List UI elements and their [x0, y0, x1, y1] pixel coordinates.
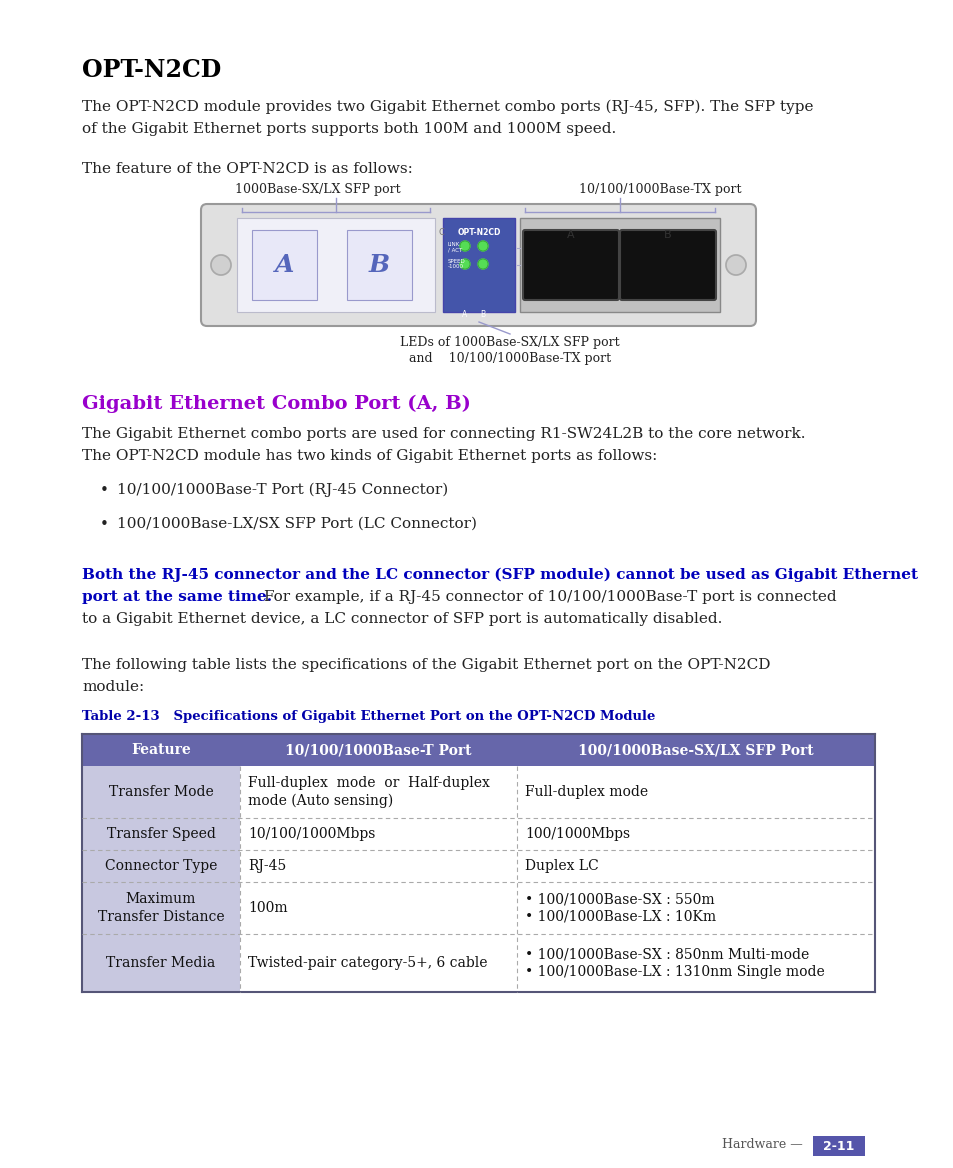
Text: The feature of the OPT-N2CD is as follows:: The feature of the OPT-N2CD is as follow…: [82, 162, 413, 176]
Circle shape: [459, 259, 470, 269]
Text: A: A: [567, 230, 575, 239]
Bar: [517, 766, 874, 818]
Text: • 100/1000Base-SX : 850nm Multi-mode
• 100/1000Base-LX : 1310nm Single mode: • 100/1000Base-SX : 850nm Multi-mode • 1…: [524, 947, 824, 979]
Text: Transfer Media: Transfer Media: [107, 955, 215, 969]
Bar: [240, 934, 517, 992]
Text: and    10/100/1000Base-TX port: and 10/100/1000Base-TX port: [409, 352, 611, 364]
Bar: [240, 850, 517, 882]
Text: 100m: 100m: [248, 901, 287, 915]
Bar: [82, 882, 240, 934]
Text: of the Gigabit Ethernet ports supports both 100M and 1000M speed.: of the Gigabit Ethernet ports supports b…: [82, 121, 616, 135]
Text: Both the RJ-45 connector and the LC connector (SFP module) cannot be used as Gig: Both the RJ-45 connector and the LC conn…: [82, 568, 917, 583]
Text: 2-11: 2-11: [822, 1140, 854, 1153]
Text: B: B: [369, 253, 390, 277]
Bar: [519, 218, 720, 312]
Text: A: A: [274, 253, 294, 277]
Text: Gigabit Ethernet Combo Port (A, B): Gigabit Ethernet Combo Port (A, B): [82, 395, 471, 413]
Text: module:: module:: [82, 680, 144, 694]
Bar: [812, 1136, 864, 1156]
Circle shape: [459, 241, 470, 251]
Text: LINK
/ ACT: LINK / ACT: [448, 242, 462, 252]
Text: • 100/1000Base-SX : 550m
• 100/1000Base-LX : 10Km: • 100/1000Base-SX : 550m • 100/1000Base-…: [524, 892, 716, 924]
Text: SPEED
-1000: SPEED -1000: [448, 259, 465, 270]
Text: Maximum
Transfer Distance: Maximum Transfer Distance: [97, 892, 224, 924]
Circle shape: [477, 241, 488, 251]
Text: For example, if a RJ-45 connector of 10/100/1000Base-T port is connected: For example, if a RJ-45 connector of 10/…: [264, 590, 836, 604]
Text: Full-duplex mode: Full-duplex mode: [524, 785, 647, 799]
Circle shape: [211, 255, 231, 274]
Text: Table 2-13   Specifications of Gigabit Ethernet Port on the OPT-N2CD Module: Table 2-13 Specifications of Gigabit Eth…: [82, 710, 655, 723]
Bar: [82, 850, 240, 882]
Text: Transfer Speed: Transfer Speed: [107, 827, 215, 841]
Bar: [240, 734, 517, 766]
FancyBboxPatch shape: [201, 204, 755, 326]
Text: •: •: [100, 517, 109, 531]
Bar: [252, 230, 316, 300]
Text: 100/1000Mbps: 100/1000Mbps: [524, 827, 630, 841]
Text: The Gigabit Ethernet combo ports are used for connecting R1-SW24L2B to the core : The Gigabit Ethernet combo ports are use…: [82, 427, 804, 442]
Text: The following table lists the specifications of the Gigabit Ethernet port on the: The following table lists the specificat…: [82, 658, 770, 672]
Text: B: B: [663, 230, 671, 239]
Text: Duplex LC: Duplex LC: [524, 858, 598, 872]
Text: 10/100/1000Base-T Port (RJ-45 Connector): 10/100/1000Base-T Port (RJ-45 Connector): [117, 484, 448, 498]
Text: 10/100/1000Mbps: 10/100/1000Mbps: [248, 827, 375, 841]
Text: LEDs of 1000Base-SX/LX SFP port: LEDs of 1000Base-SX/LX SFP port: [399, 336, 619, 349]
Text: Full-duplex  mode  or  Half-duplex
mode (Auto sensing): Full-duplex mode or Half-duplex mode (Au…: [248, 776, 489, 808]
Bar: [82, 934, 240, 992]
Text: OPT-N2CD: OPT-N2CD: [82, 58, 221, 82]
Text: 10/100/1000Base-T Port: 10/100/1000Base-T Port: [285, 743, 471, 757]
FancyBboxPatch shape: [522, 230, 618, 300]
Text: Hardware —: Hardware —: [721, 1138, 802, 1150]
Bar: [517, 934, 874, 992]
Text: Connector Type: Connector Type: [105, 858, 217, 872]
Bar: [240, 882, 517, 934]
Bar: [82, 818, 240, 850]
FancyBboxPatch shape: [619, 230, 716, 300]
Text: A: A: [462, 310, 467, 319]
Bar: [82, 734, 240, 766]
Text: 100/1000Base-SX/LX SFP Port: 100/1000Base-SX/LX SFP Port: [578, 743, 813, 757]
Bar: [517, 850, 874, 882]
Bar: [82, 766, 240, 818]
Text: Transfer Mode: Transfer Mode: [109, 785, 213, 799]
Text: 100/1000Base-LX/SX SFP Port (LC Connector): 100/1000Base-LX/SX SFP Port (LC Connecto…: [117, 517, 476, 531]
Text: Feature: Feature: [131, 743, 191, 757]
Text: B: B: [480, 310, 485, 319]
Text: 1000Base-SX/LX SFP port: 1000Base-SX/LX SFP port: [235, 183, 400, 196]
Bar: [517, 818, 874, 850]
Bar: [442, 218, 515, 312]
Text: 10/100/1000Base-TX port: 10/100/1000Base-TX port: [578, 183, 740, 196]
Bar: [240, 818, 517, 850]
Text: Twisted-pair category-5+, 6 cable: Twisted-pair category-5+, 6 cable: [248, 955, 487, 969]
Circle shape: [725, 255, 745, 274]
Text: C: C: [438, 228, 444, 237]
Text: to a Gigabit Ethernet device, a LC connector of SFP port is automatically disabl: to a Gigabit Ethernet device, a LC conne…: [82, 612, 721, 626]
Text: port at the same time.: port at the same time.: [82, 590, 272, 604]
Bar: [236, 218, 435, 312]
Bar: [517, 882, 874, 934]
Bar: [347, 230, 412, 300]
Bar: [517, 734, 874, 766]
Text: OPT-N2CD: OPT-N2CD: [456, 228, 500, 237]
Text: RJ-45: RJ-45: [248, 858, 286, 872]
Text: The OPT-N2CD module has two kinds of Gigabit Ethernet ports as follows:: The OPT-N2CD module has two kinds of Gig…: [82, 449, 657, 463]
Circle shape: [477, 259, 488, 269]
Text: •: •: [100, 484, 109, 498]
Bar: [240, 766, 517, 818]
Text: The OPT-N2CD module provides two Gigabit Ethernet combo ports (RJ-45, SFP). The : The OPT-N2CD module provides two Gigabit…: [82, 100, 813, 114]
